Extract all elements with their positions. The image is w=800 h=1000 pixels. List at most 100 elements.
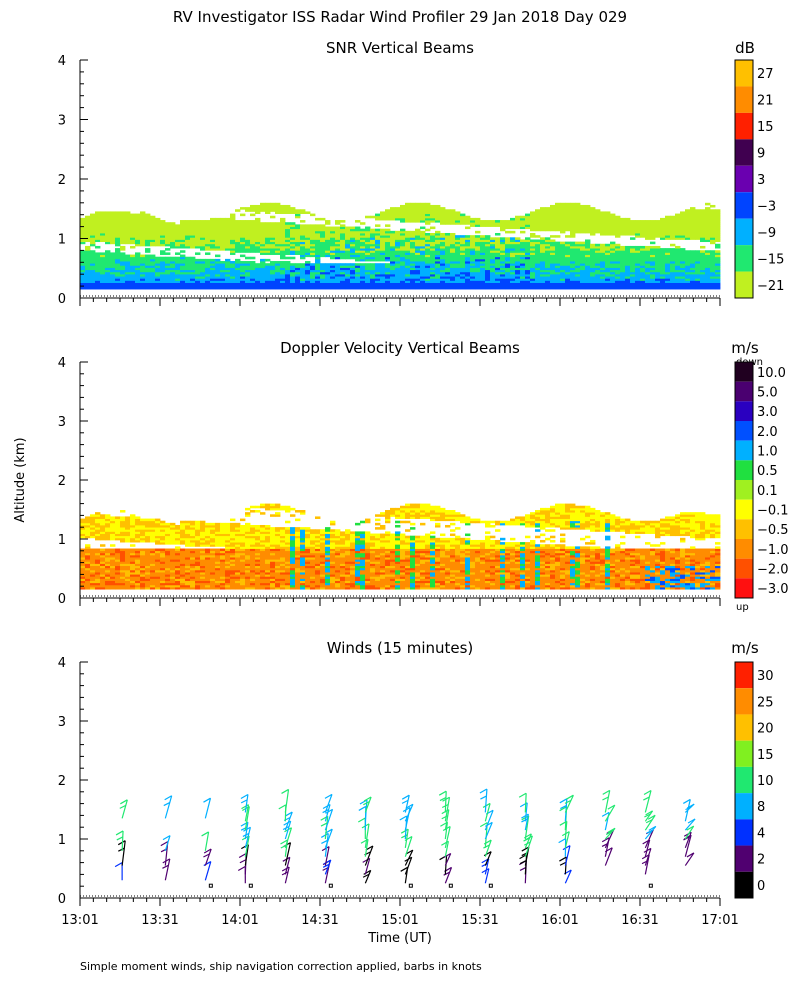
heatmap-cell <box>395 211 401 214</box>
heatmap-cell <box>125 582 131 586</box>
heatmap-cell <box>300 226 306 230</box>
heatmap-cell <box>195 273 201 277</box>
heatmap-cell <box>300 241 306 245</box>
heatmap-cell <box>385 235 391 238</box>
heatmap-cell <box>165 572 171 575</box>
heatmap-cell <box>120 252 126 255</box>
heatmap-cell <box>80 580 86 584</box>
heatmap-cell <box>250 241 256 245</box>
colorbar-swatch <box>735 139 753 166</box>
heatmap-cell <box>580 254 586 258</box>
heatmap-cell <box>210 241 216 245</box>
heatmap-cell <box>490 278 496 281</box>
heatmap-cell <box>250 245 256 249</box>
heatmap-cell <box>410 248 416 251</box>
heatmap-cell <box>180 565 186 569</box>
heatmap-cell <box>95 559 101 562</box>
heatmap-cell <box>500 263 506 266</box>
heatmap-cell <box>205 282 211 286</box>
heatmap-cell <box>120 230 126 234</box>
heatmap-cell <box>85 584 91 588</box>
heatmap-cell <box>120 226 126 230</box>
heatmap-cell <box>90 276 96 279</box>
heatmap-cell <box>715 271 721 275</box>
heatmap-cell <box>520 269 526 273</box>
snr-panel-title: SNR Vertical Beams <box>326 39 474 57</box>
heatmap-cell <box>285 261 291 264</box>
heatmap-cell <box>415 228 421 232</box>
heatmap-cell <box>685 224 691 227</box>
heatmap-cell <box>565 250 571 253</box>
heatmap-cell <box>190 265 196 268</box>
heatmap-cell <box>195 232 201 236</box>
heatmap-cell <box>475 276 481 279</box>
heatmap-cell <box>180 572 186 575</box>
heatmap-cell <box>110 282 116 286</box>
heatmap-cell <box>115 232 121 236</box>
heatmap-cell <box>300 245 306 249</box>
heatmap-cell <box>685 256 691 260</box>
heatmap-cell <box>585 222 591 225</box>
heatmap-cell <box>390 213 396 217</box>
heatmap-cell <box>195 241 201 245</box>
heatmap-cell <box>105 520 111 524</box>
heatmap-cell <box>610 258 616 262</box>
heatmap-cell <box>220 248 226 251</box>
heatmap-cell <box>660 220 666 223</box>
heatmap-cell <box>715 265 721 268</box>
heatmap-cell <box>500 222 506 225</box>
heatmap-cell <box>390 258 396 262</box>
heatmap-cell <box>280 284 286 288</box>
heatmap-cell <box>320 282 326 286</box>
heatmap-cell <box>565 202 571 206</box>
heatmap-cell <box>590 286 596 290</box>
heatmap-cell <box>410 245 416 249</box>
heatmap-cell <box>150 582 156 586</box>
heatmap-cell <box>105 550 111 554</box>
heatmap-cell <box>465 245 471 249</box>
heatmap-cell <box>390 256 396 260</box>
heatmap-cell <box>105 572 111 575</box>
heatmap-cell <box>450 271 456 275</box>
heatmap-cell <box>450 213 456 217</box>
heatmap-cell <box>200 563 206 567</box>
heatmap-cell <box>570 278 576 281</box>
heatmap-cell <box>155 587 161 590</box>
heatmap-cell <box>295 228 301 232</box>
heatmap-cell <box>170 273 176 277</box>
heatmap-cell <box>210 531 216 534</box>
heatmap-cell <box>400 280 406 284</box>
heatmap-cell <box>515 280 521 284</box>
heatmap-cell <box>700 284 706 288</box>
heatmap-cell <box>155 574 161 577</box>
heatmap-cell <box>175 224 181 227</box>
heatmap-cell <box>530 228 536 232</box>
heatmap-cell <box>280 224 286 227</box>
heatmap-cell <box>220 261 226 264</box>
heatmap-cell <box>405 252 411 255</box>
heatmap-cell <box>565 269 571 273</box>
heatmap-cell <box>175 284 181 288</box>
heatmap-cell <box>355 235 361 238</box>
heatmap-cell <box>490 258 496 262</box>
heatmap-cell <box>715 263 721 266</box>
heatmap-cell <box>180 529 186 532</box>
heatmap-cell <box>120 563 126 567</box>
heatmap-cell <box>575 258 581 262</box>
heatmap-cell <box>640 273 646 277</box>
heatmap-cell <box>335 263 341 266</box>
heatmap-cell <box>405 215 411 219</box>
heatmap-cell <box>480 269 486 273</box>
heatmap-cell <box>340 276 346 279</box>
heatmap-cell <box>180 243 186 247</box>
heatmap-cell <box>135 263 141 266</box>
heatmap-cell <box>200 278 206 281</box>
heatmap-cell <box>625 224 631 227</box>
heatmap-cell <box>680 250 686 253</box>
heatmap-cell <box>700 280 706 284</box>
heatmap-cell <box>195 278 201 281</box>
heatmap-cell <box>605 224 611 227</box>
heatmap-cell <box>400 278 406 281</box>
heatmap-cell <box>150 559 156 562</box>
heatmap-cell <box>135 527 141 530</box>
